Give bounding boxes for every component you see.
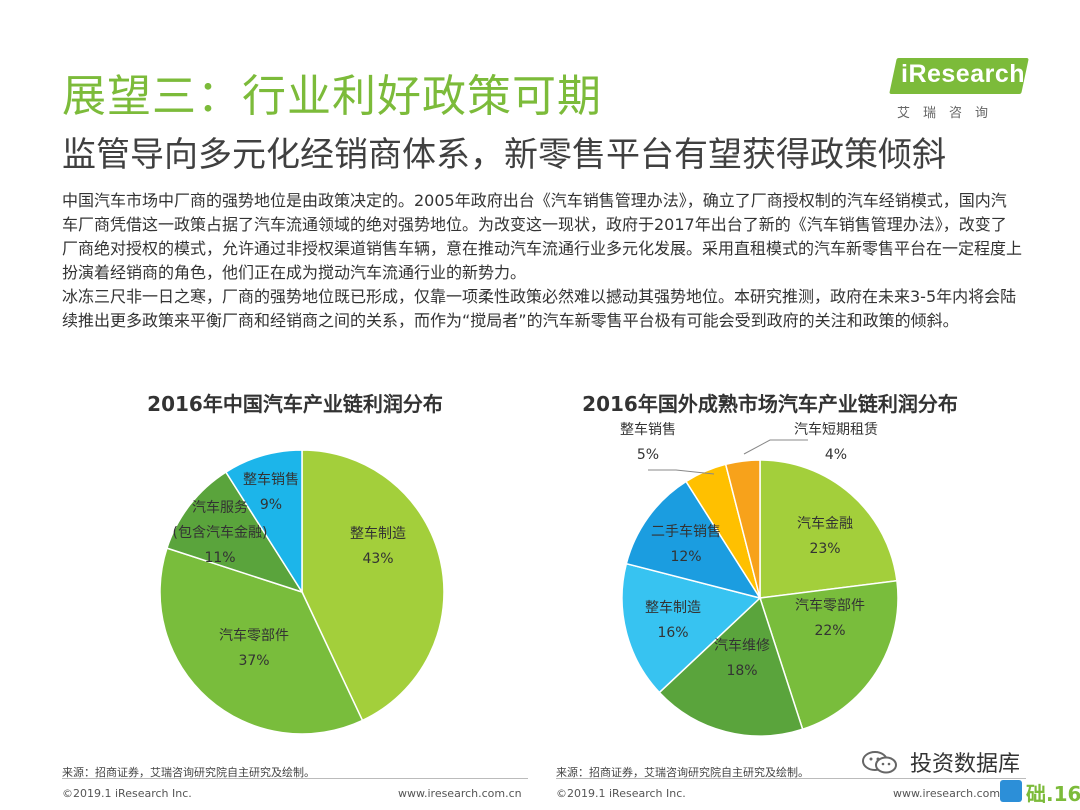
- page-title: 展望三：行业利好政策可期: [62, 71, 602, 122]
- copyright-left: ©2019.1 iResearch Inc.: [62, 787, 192, 800]
- pie-slice-label: 汽车维修 18%: [714, 637, 770, 679]
- footer-divider-right: [556, 778, 1026, 779]
- pie-slice: [625, 480, 762, 600]
- pie-leader-line: [743, 439, 808, 455]
- logo-sub-text: 艾瑞咨询: [897, 106, 1002, 121]
- page-subtitle: 监管导向多元化经销商体系，新零售平台有望获得政策倾斜: [62, 135, 946, 175]
- body-text: 中国汽车市场中厂商的强势地位是由政策决定的。2005年政府出台《汽车销售管理办法…: [62, 189, 1022, 333]
- pie-slice: [621, 562, 762, 694]
- pie-slice-label: 整车制造 43%: [350, 525, 406, 567]
- pie-slice: [658, 596, 804, 737]
- page-number-mark: 础.16: [1000, 778, 1080, 806]
- logo-brand-text: iResearch: [901, 60, 1026, 88]
- pie-leader-line: [648, 469, 715, 475]
- website-link-right[interactable]: www.iresearch.com.cn: [893, 787, 1017, 800]
- page-number-icon: [1000, 780, 1022, 802]
- website-link-left[interactable]: www.iresearch.com.cn: [398, 787, 522, 800]
- pie-slice: [224, 449, 303, 595]
- pie-slice: [759, 579, 899, 731]
- pie-slice: [166, 471, 304, 594]
- pie-slice-label: 整车销售 9%: [243, 471, 299, 513]
- source-note-right: 来源：招商证券，艾瑞咨询研究院自主研究及绘制。: [556, 766, 809, 779]
- source-note-left: 来源：招商证券，艾瑞咨询研究院自主研究及绘制。: [62, 766, 315, 779]
- pie-slice-label: 整车制造 16%: [645, 599, 701, 641]
- body-paragraph-1: 中国汽车市场中厂商的强势地位是由政策决定的。2005年政府出台《汽车销售管理办法…: [62, 191, 1023, 282]
- pie-slice: [301, 449, 445, 722]
- copyright-right: ©2019.1 iResearch Inc.: [556, 787, 686, 800]
- pie-slice-label: 汽车零部件 37%: [219, 627, 289, 669]
- pie-slice: [759, 459, 898, 599]
- pie-slice: [159, 547, 364, 735]
- pie-slice-label: 汽车短期租赁 4%: [794, 421, 878, 463]
- body-paragraph-2: 冰冻三尺非一日之寒，厂商的强势地位既已形成，仅靠一项柔性政策必然难以撼动其强势地…: [62, 287, 1017, 330]
- pie-slice-label: 汽车服务(包含汽车金融) 11%: [173, 499, 268, 566]
- chart-title-china: 2016年中国汽车产业链利润分布: [147, 392, 443, 416]
- chart-title-overseas: 2016年国外成熟市场汽车产业链利润分布: [582, 392, 958, 416]
- pie-slice: [724, 459, 761, 599]
- page-number-text: 础.16: [1026, 782, 1080, 806]
- pie-slice-label: 汽车零部件 22%: [795, 597, 865, 639]
- watermark-text: 投资数据库: [910, 752, 1021, 777]
- pie-slice-label: 二手车销售 12%: [651, 523, 721, 565]
- footer-divider-left: [62, 778, 528, 779]
- wechat-icon: [862, 751, 897, 774]
- iresearch-logo: iResearch 艾瑞咨询: [889, 58, 1033, 124]
- pie-slice-label: 整车销售 5%: [620, 421, 676, 463]
- pie-slice-label: 汽车金融 23%: [797, 515, 853, 557]
